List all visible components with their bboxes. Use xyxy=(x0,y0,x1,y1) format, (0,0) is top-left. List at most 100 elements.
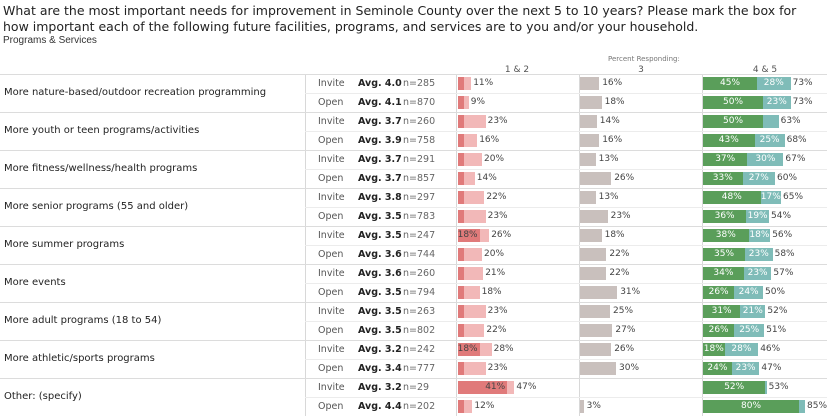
sample-size: n=297 xyxy=(403,192,436,203)
category-label: Other: (specify) xyxy=(4,391,82,402)
average-score: Avg. 3.5 xyxy=(358,287,402,298)
bar-low-total xyxy=(458,248,482,261)
sample-type: Open xyxy=(318,211,344,222)
row-separator xyxy=(0,74,827,75)
chart-title: What are the most important needs for im… xyxy=(3,3,797,34)
row-separator xyxy=(0,188,827,189)
label-high-total: 73% xyxy=(792,97,813,107)
category-label: More adult programs (18 to 54) xyxy=(4,315,162,326)
bar-low-dark xyxy=(458,153,464,166)
table-row: Open Avg. 3.9 n=758 16% 16% 43% 25% 68% xyxy=(0,131,827,150)
row-separator xyxy=(0,150,827,151)
label-high-light: 28% xyxy=(731,344,752,354)
label-high-light: 28% xyxy=(763,78,784,88)
bar-mid xyxy=(580,324,613,337)
row-separator-inner xyxy=(305,131,827,132)
sample-type: Open xyxy=(318,135,344,146)
label-high-light: 27% xyxy=(748,173,769,183)
row-separator xyxy=(0,340,827,341)
bar-high-dark xyxy=(703,305,741,318)
bar-low-total xyxy=(458,305,486,318)
label-low-total: 20% xyxy=(484,154,505,164)
label-low-total: 11% xyxy=(473,78,494,88)
label-low-total: 23% xyxy=(487,363,508,373)
bar-low-total xyxy=(458,324,485,337)
label-high-total: 56% xyxy=(772,230,793,240)
table-row: More adult programs (18 to 54) Invite Avg.… xyxy=(0,302,827,326)
row-separator-inner xyxy=(305,207,827,208)
bar-mid xyxy=(580,343,612,356)
label-low-total: 47% xyxy=(516,382,537,392)
label-high-total: 67% xyxy=(785,154,806,164)
label-low-total: 23% xyxy=(487,211,508,221)
bar-high-light xyxy=(763,115,779,128)
label-high-light: 21% xyxy=(742,306,763,316)
label-high-dark: 50% xyxy=(723,97,744,107)
label-low-total: 16% xyxy=(479,135,500,145)
category-label: More events xyxy=(4,277,66,288)
label-low-total: 23% xyxy=(487,306,508,316)
bar-mid xyxy=(580,172,612,185)
average-score: Avg. 4.1 xyxy=(358,97,402,108)
column-header-high: 4 & 5 xyxy=(752,65,778,75)
bar-high-light xyxy=(734,286,763,299)
row-separator-inner xyxy=(305,169,827,170)
bar-low-dark xyxy=(458,77,464,90)
bar-mid xyxy=(580,191,596,204)
row-separator-inner xyxy=(305,321,827,322)
bar-low-dark xyxy=(458,191,464,204)
label-mid: 16% xyxy=(602,135,623,145)
bar-high-dark xyxy=(703,191,761,204)
sample-size: n=870 xyxy=(403,97,436,108)
bar-mid xyxy=(580,267,607,280)
category-label: More senior programs (55 and older) xyxy=(4,201,189,212)
table-row: More fitness/wellness/health programs Inv… xyxy=(0,150,827,174)
bar-high-light xyxy=(740,305,766,318)
bar-mid xyxy=(580,134,600,147)
label-mid: 13% xyxy=(598,192,619,202)
bar-high-light xyxy=(742,172,775,185)
label-mid: 26% xyxy=(614,173,635,183)
sample-size: n=285 xyxy=(403,78,436,89)
label-low-total: 26% xyxy=(491,230,512,240)
bar-mid xyxy=(580,115,597,128)
bar-high-dark xyxy=(703,343,725,356)
sample-type: Invite xyxy=(318,78,345,89)
label-low-total: 22% xyxy=(486,192,507,202)
bar-high-dark xyxy=(703,96,763,109)
label-high-light: 23% xyxy=(748,249,769,259)
bar-mid xyxy=(580,248,607,261)
label-mid: 25% xyxy=(613,306,634,316)
bar-high-dark xyxy=(703,115,763,128)
sample-type: Open xyxy=(318,363,344,374)
average-score: Avg. 3.5 xyxy=(358,306,402,317)
bar-low-dark xyxy=(458,381,508,394)
sample-type: Invite xyxy=(318,116,345,127)
label-mid: 22% xyxy=(609,249,630,259)
bar-high-light xyxy=(748,229,771,242)
bar-high-light xyxy=(799,400,805,413)
row-separator xyxy=(0,226,827,227)
label-low-dark: 18% xyxy=(457,344,478,354)
average-score: Avg. 3.5 xyxy=(358,211,402,222)
bar-high-light xyxy=(754,134,785,147)
sample-size: n=291 xyxy=(403,154,436,165)
sample-size: n=242 xyxy=(403,344,436,355)
bar-mid xyxy=(580,210,608,223)
label-high-dark: 31% xyxy=(711,306,732,316)
bar-high-dark xyxy=(703,362,732,375)
average-score: Avg. 3.5 xyxy=(358,325,402,336)
column-header-low: 1 & 2 xyxy=(504,65,530,75)
label-high-light: 25% xyxy=(759,135,780,145)
label-mid: 3% xyxy=(586,401,601,411)
sample-type: Open xyxy=(318,287,344,298)
row-separator-inner xyxy=(305,397,827,398)
bar-high-dark xyxy=(703,172,743,185)
bar-high-dark xyxy=(703,324,735,337)
table-row: More events Invite Avg. 3.6 n=260 21% 22% 34% 2… xyxy=(0,264,827,288)
bar-high-light xyxy=(724,343,759,356)
label-low-total: 14% xyxy=(476,173,497,183)
label-high-total: 51% xyxy=(766,325,787,335)
bar-high-dark xyxy=(703,77,757,90)
sample-size: n=777 xyxy=(403,363,436,374)
